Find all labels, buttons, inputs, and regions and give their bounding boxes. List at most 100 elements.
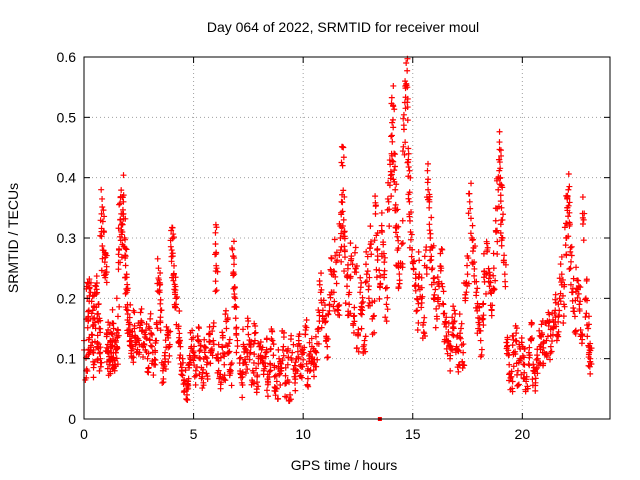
data-point — [486, 283, 493, 290]
data-point — [512, 350, 519, 357]
data-point — [364, 253, 371, 260]
data-point — [186, 360, 193, 367]
data-point — [201, 336, 208, 343]
data-point — [99, 242, 106, 249]
data-point — [272, 392, 279, 399]
data-point — [358, 311, 365, 318]
data-point — [224, 314, 231, 321]
data-point — [372, 193, 379, 200]
data-point — [207, 360, 214, 367]
data-point — [146, 337, 153, 344]
data-point — [135, 335, 142, 342]
data-point — [520, 354, 527, 361]
data-point — [190, 343, 197, 350]
data-point — [123, 306, 130, 313]
data-point — [213, 265, 220, 272]
data-point — [442, 318, 449, 325]
data-point — [147, 342, 154, 349]
data-point — [90, 374, 97, 381]
data-point — [112, 339, 119, 346]
data-point — [291, 379, 298, 386]
data-point — [122, 253, 129, 260]
data-point — [347, 275, 354, 282]
data-point — [97, 325, 104, 332]
data-point — [202, 353, 209, 360]
data-point — [373, 266, 380, 273]
data-point — [232, 315, 239, 322]
data-point — [83, 366, 90, 373]
data-point — [122, 290, 129, 297]
data-point — [518, 335, 525, 342]
data-point — [166, 341, 173, 348]
data-point — [253, 365, 260, 372]
data-point — [271, 373, 278, 380]
data-point — [392, 186, 399, 193]
data-point — [538, 321, 545, 328]
data-point — [426, 221, 433, 228]
data-point — [587, 370, 594, 377]
data-point — [471, 272, 478, 279]
data-point — [507, 374, 514, 381]
data-point — [445, 338, 452, 345]
data-point — [545, 322, 552, 329]
data-point — [87, 342, 94, 349]
data-point — [231, 291, 238, 298]
data-point — [451, 307, 458, 314]
data-point — [115, 251, 122, 258]
data-point — [484, 244, 491, 251]
data-point — [267, 346, 274, 353]
data-point — [119, 206, 126, 213]
data-point — [451, 318, 458, 325]
data-point — [295, 340, 302, 347]
data-point — [169, 224, 176, 231]
data-point — [172, 304, 179, 311]
data-point — [223, 318, 230, 325]
data-point — [87, 347, 94, 354]
data-point — [122, 215, 129, 222]
data-point — [99, 195, 106, 202]
data-point — [556, 275, 563, 282]
data-point — [292, 387, 299, 394]
data-point — [469, 222, 476, 229]
data-point — [102, 251, 109, 258]
data-point — [475, 314, 482, 321]
data-point — [399, 217, 406, 224]
data-point — [110, 364, 117, 371]
x-tick-label: 10 — [295, 426, 311, 442]
data-point — [214, 351, 221, 358]
data-point — [203, 370, 210, 377]
data-point — [99, 255, 106, 262]
data-point — [233, 304, 240, 311]
data-point — [171, 262, 178, 269]
data-point — [532, 387, 539, 394]
data-point — [355, 326, 362, 333]
data-point — [513, 330, 520, 337]
data-point — [277, 370, 284, 377]
data-point — [460, 349, 467, 356]
data-point — [404, 159, 411, 166]
data-point — [497, 192, 504, 199]
data-point — [366, 302, 373, 309]
data-point — [412, 275, 419, 282]
data-point — [515, 381, 522, 388]
data-point — [310, 367, 317, 374]
data-point — [165, 359, 172, 366]
data-point — [551, 310, 558, 317]
data-point — [573, 264, 580, 271]
data-point — [230, 238, 237, 245]
data-point — [127, 301, 134, 308]
data-point — [276, 371, 283, 378]
data-point — [303, 317, 310, 324]
data-point — [315, 328, 322, 335]
data-point — [264, 393, 271, 400]
data-point — [509, 342, 516, 349]
data-point — [295, 333, 302, 340]
data-point — [196, 354, 203, 361]
data-point — [414, 327, 421, 334]
data-point — [117, 237, 124, 244]
data-point — [374, 230, 381, 237]
data-point — [464, 262, 471, 269]
data-point — [143, 349, 150, 356]
data-point — [565, 186, 572, 193]
